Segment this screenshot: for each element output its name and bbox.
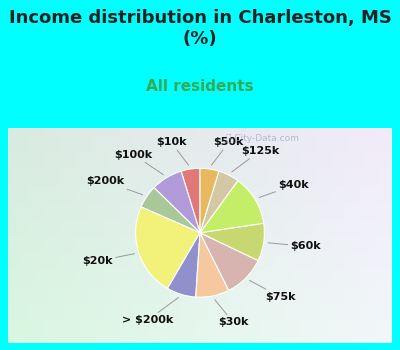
Text: $20k: $20k bbox=[82, 254, 134, 266]
Text: $10k: $10k bbox=[156, 137, 188, 165]
Text: Income distribution in Charleston, MS
(%): Income distribution in Charleston, MS (%… bbox=[8, 9, 392, 48]
Text: > $200k: > $200k bbox=[122, 298, 178, 325]
Wedge shape bbox=[136, 207, 200, 288]
Wedge shape bbox=[181, 168, 200, 233]
Wedge shape bbox=[141, 188, 200, 233]
Text: $30k: $30k bbox=[215, 300, 248, 328]
Wedge shape bbox=[200, 171, 238, 233]
Wedge shape bbox=[200, 233, 258, 290]
Wedge shape bbox=[200, 168, 219, 233]
Wedge shape bbox=[154, 171, 200, 233]
Text: $40k: $40k bbox=[259, 180, 309, 197]
Wedge shape bbox=[200, 181, 264, 233]
Text: $200k: $200k bbox=[86, 176, 143, 195]
Wedge shape bbox=[168, 233, 200, 297]
Text: ⓘ City-Data.com: ⓘ City-Data.com bbox=[226, 134, 299, 143]
Text: $125k: $125k bbox=[232, 146, 279, 172]
Text: $75k: $75k bbox=[250, 280, 296, 302]
Text: $50k: $50k bbox=[212, 137, 244, 165]
Wedge shape bbox=[200, 223, 264, 260]
Text: $100k: $100k bbox=[114, 149, 164, 175]
Wedge shape bbox=[196, 233, 229, 297]
Text: $60k: $60k bbox=[268, 241, 321, 251]
Text: All residents: All residents bbox=[146, 79, 254, 94]
